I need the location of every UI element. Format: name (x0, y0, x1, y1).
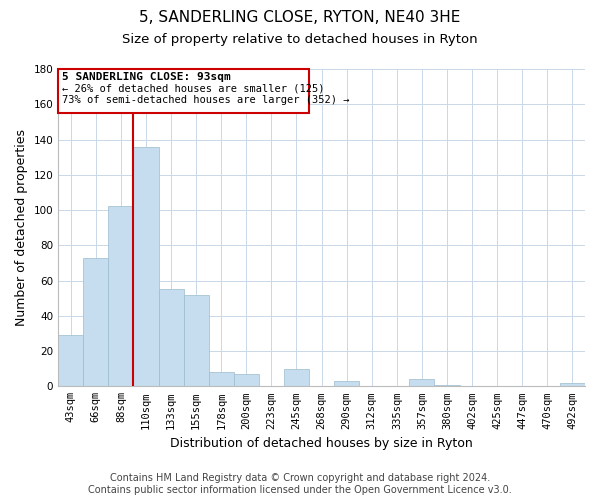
Bar (409, 380, 434, 386)
Bar (133, 146, 158, 386)
Bar (109, 206, 133, 386)
Bar (184, 294, 209, 386)
FancyBboxPatch shape (58, 69, 309, 113)
Bar (234, 374, 259, 386)
Bar (284, 368, 309, 386)
Text: 5 SANDERLING CLOSE: 93sqm: 5 SANDERLING CLOSE: 93sqm (62, 72, 230, 82)
Bar (560, 383, 585, 386)
Bar (434, 384, 460, 386)
Y-axis label: Number of detached properties: Number of detached properties (15, 129, 28, 326)
Bar (83, 258, 109, 386)
Bar (334, 381, 359, 386)
Text: Size of property relative to detached houses in Ryton: Size of property relative to detached ho… (122, 32, 478, 46)
Bar (58, 335, 83, 386)
Bar (158, 290, 184, 386)
Text: 73% of semi-detached houses are larger (352) →: 73% of semi-detached houses are larger (… (62, 96, 349, 106)
Bar (209, 372, 234, 386)
Text: Contains HM Land Registry data © Crown copyright and database right 2024.
Contai: Contains HM Land Registry data © Crown c… (88, 474, 512, 495)
Text: 5, SANDERLING CLOSE, RYTON, NE40 3HE: 5, SANDERLING CLOSE, RYTON, NE40 3HE (139, 10, 461, 25)
X-axis label: Distribution of detached houses by size in Ryton: Distribution of detached houses by size … (170, 437, 473, 450)
Text: ← 26% of detached houses are smaller (125): ← 26% of detached houses are smaller (12… (62, 83, 325, 93)
